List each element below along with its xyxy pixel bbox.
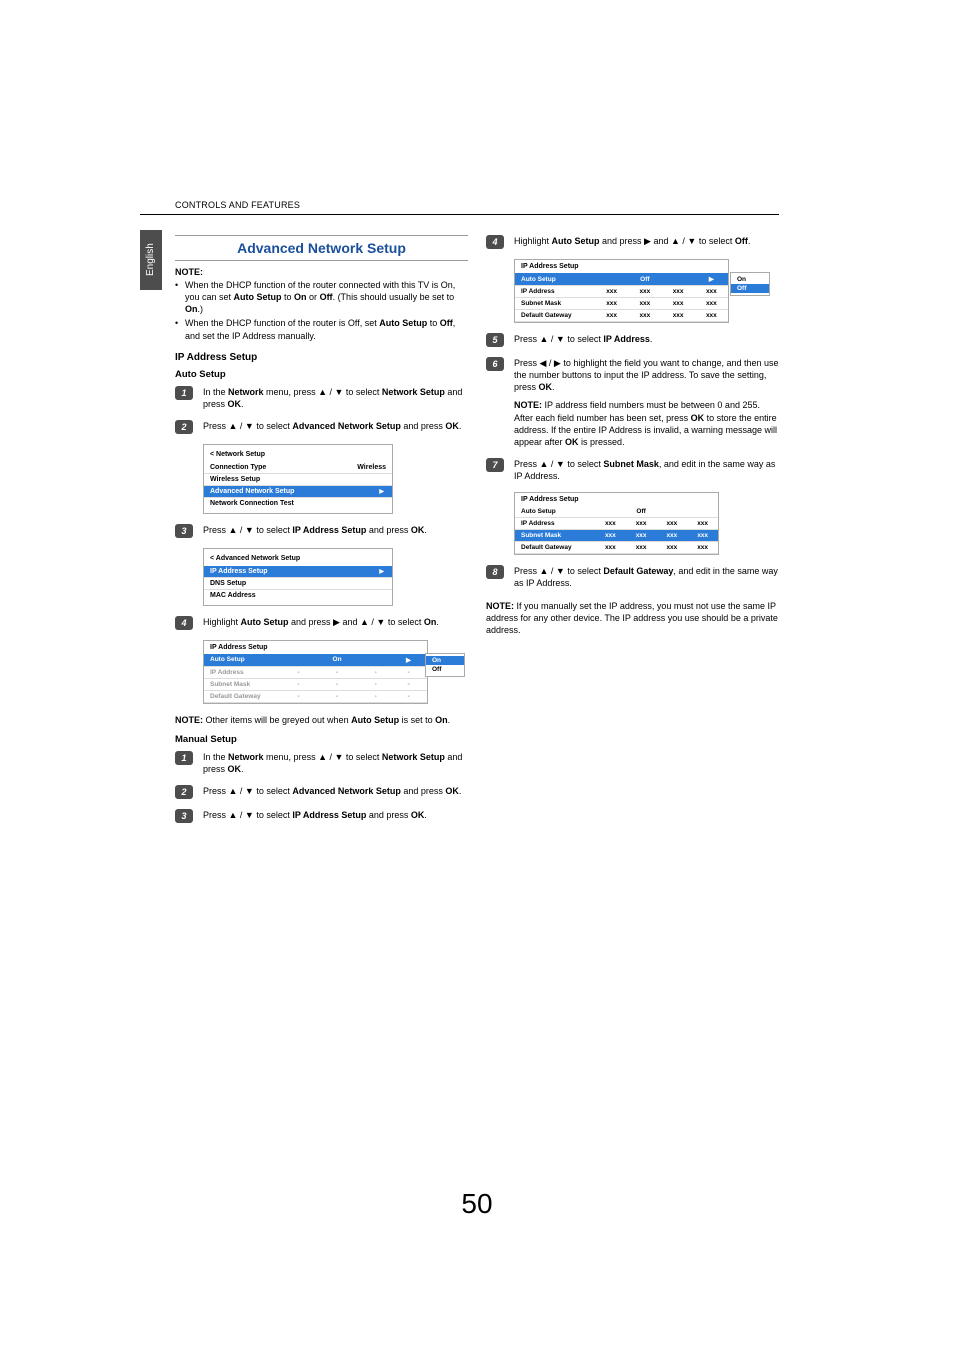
step-badge-icon: 4 <box>175 616 193 630</box>
dropdown-popup: OnOff <box>730 272 770 296</box>
manual-step-1: 1In the Network menu, press ▲ / ▼ to sel… <box>175 751 468 775</box>
note-bullets: •When the DHCP function of the router co… <box>175 279 468 342</box>
ip-panel: IP Address SetupAuto SetupOff▶IP Address… <box>514 259 729 323</box>
ip-row: Subnet Maskxxxxxxxxxxxx <box>515 530 718 542</box>
menu-panel: < Network SetupConnection TypeWirelessWi… <box>203 444 393 514</box>
step-4: 4Highlight Auto Setup and press ▶ and ▲ … <box>175 616 468 630</box>
menu-row: MAC Address <box>204 590 392 601</box>
step-3: 3Press ▲ / ▼ to select IP Address Setup … <box>175 524 468 538</box>
step-6: 6 Press ◀ / ▶ to highlight the field you… <box>486 357 779 448</box>
language-tab: English <box>140 230 162 290</box>
ip-row: Subnet Maskxxxxxxxxxxxx <box>515 298 728 310</box>
dropdown-option: On <box>426 656 464 665</box>
step-badge-icon: 1 <box>175 386 193 400</box>
step-badge-icon: 7 <box>486 458 504 472</box>
step-7: 7 Press ▲ / ▼ to select Subnet Mask, and… <box>486 458 779 482</box>
menu-title: IP Address Setup <box>204 641 427 654</box>
step-8: 8 Press ▲ / ▼ to select Default Gateway,… <box>486 565 779 589</box>
menu-row: Network Connection Test <box>204 498 392 509</box>
chevron-right-icon: ▶ <box>406 657 411 664</box>
menu-row: IP Address Setup▶ <box>204 566 392 578</box>
heading-ip-setup: IP Address Setup <box>175 352 468 363</box>
step-badge-icon: 8 <box>486 565 504 579</box>
menu-panel: < Advanced Network SetupIP Address Setup… <box>203 548 393 606</box>
ip-row: Default Gatewayxxxxxxxxxxxx <box>515 542 718 554</box>
step-badge-icon: 3 <box>175 524 193 538</box>
ip-row: IP Addressxxxxxxxxxxxx <box>515 518 718 530</box>
page-number: 50 <box>0 1188 954 1220</box>
menu-row: Wireless Setup <box>204 474 392 486</box>
note-label: NOTE: <box>175 267 468 277</box>
menu-row: Connection TypeWireless <box>204 462 392 474</box>
note-greyed: NOTE: Other items will be greyed out whe… <box>175 714 468 726</box>
page-header: CONTROLS AND FEATURES <box>175 200 779 210</box>
chevron-right-icon: ▶ <box>377 488 386 495</box>
step-badge-icon: 3 <box>175 809 193 823</box>
menu-title: IP Address Setup <box>515 260 728 273</box>
ip-row: Default Gatewayxxxxxxxxxxxx <box>515 310 728 322</box>
menu-row: DNS Setup <box>204 578 392 590</box>
ip-row: Default Gateway---- <box>204 690 427 702</box>
menu-row: Advanced Network Setup▶ <box>204 486 392 498</box>
manual-step-2: 2Press ▲ / ▼ to select Advanced Network … <box>175 785 468 799</box>
dropdown-popup: OnOff <box>425 653 465 677</box>
menu-title: < Network Setup <box>204 449 392 462</box>
step-badge-icon: 2 <box>175 420 193 434</box>
chevron-right-icon: ▶ <box>709 276 714 283</box>
heading-auto-setup: Auto Setup <box>175 369 468 380</box>
step-badge-icon: 5 <box>486 333 504 347</box>
step-4r: 4 Highlight Auto Setup and press ▶ and ▲… <box>486 235 779 249</box>
step-badge-icon: 6 <box>486 357 504 371</box>
ip-panel: IP Address SetupAuto SetupOn▶IP Address-… <box>203 640 428 704</box>
chevron-right-icon: ▶ <box>377 568 386 575</box>
step-1: 1In the Network menu, press ▲ / ▼ to sel… <box>175 386 468 410</box>
ip-row: IP Address---- <box>204 666 427 678</box>
final-note: NOTE: If you manually set the IP address… <box>486 600 779 636</box>
ip-row: Auto SetupOff <box>515 506 718 518</box>
ip-row: Auto SetupOn▶ <box>204 654 427 667</box>
ip-panel: IP Address SetupAuto SetupOffIP Addressx… <box>514 492 719 555</box>
ip-row: Subnet Mask---- <box>204 678 427 690</box>
heading-manual-setup: Manual Setup <box>175 734 468 745</box>
step-5: 5 Press ▲ / ▼ to select IP Address. <box>486 333 779 347</box>
ip-row: IP Addressxxxxxxxxxxxx <box>515 286 728 298</box>
menu-title: IP Address Setup <box>515 493 718 506</box>
section-title: Advanced Network Setup <box>175 235 468 261</box>
dropdown-option: Off <box>731 284 769 293</box>
ip-row: Auto SetupOff▶ <box>515 273 728 286</box>
manual-step-3: 3Press ▲ / ▼ to select IP Address Setup … <box>175 809 468 823</box>
step-badge-icon: 4 <box>486 235 504 249</box>
dropdown-option: On <box>731 275 769 284</box>
dropdown-option: Off <box>426 665 464 674</box>
step-badge-icon: 2 <box>175 785 193 799</box>
step-badge-icon: 1 <box>175 751 193 765</box>
menu-title: < Advanced Network Setup <box>204 553 392 566</box>
step-2: 2Press ▲ / ▼ to select Advanced Network … <box>175 420 468 434</box>
